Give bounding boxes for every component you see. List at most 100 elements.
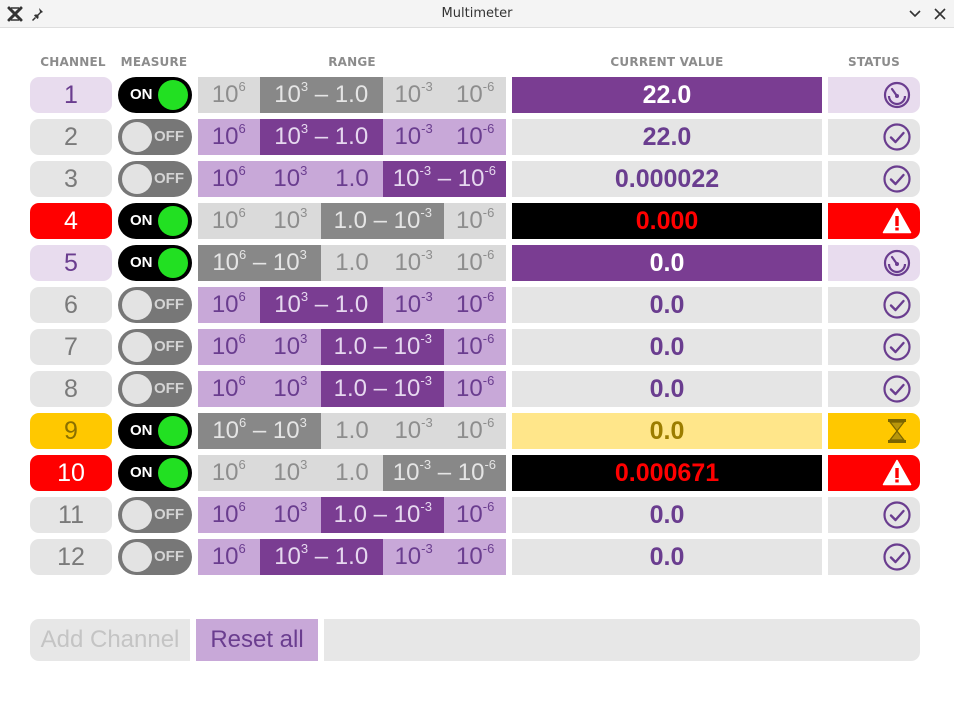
measure-toggle[interactable]: ON [118, 455, 192, 491]
range-option[interactable]: 10-3 [382, 119, 445, 155]
range-option[interactable]: 103 [259, 371, 322, 407]
status-badge [828, 119, 920, 155]
range-option[interactable]: 10-6 [444, 245, 506, 281]
range-option[interactable]: 10-6 [444, 287, 506, 323]
range-option[interactable]: 10-6 [444, 329, 506, 365]
range-option[interactable]: 106 [198, 161, 260, 197]
range-selected[interactable]: 1.0 – 10-3 [321, 329, 445, 365]
current-value: 0.0 [512, 245, 822, 281]
toggle-knob [122, 290, 152, 320]
range-selected[interactable]: 1.0 – 10-3 [321, 371, 445, 407]
range-option[interactable]: 106 [198, 77, 260, 113]
range-selected[interactable]: 1.0 – 10-3 [321, 203, 445, 239]
range-option[interactable]: 10-3 [382, 245, 445, 281]
range-option[interactable]: 106 [198, 455, 260, 491]
measure-toggle[interactable]: OFF [118, 371, 192, 407]
measure-toggle[interactable]: ON [118, 413, 192, 449]
measure-toggle[interactable]: OFF [118, 161, 192, 197]
channel-label: 1 [30, 77, 112, 113]
measure-toggle[interactable]: OFF [118, 329, 192, 365]
range-option[interactable]: 106 [198, 119, 260, 155]
pin-icon[interactable] [31, 4, 45, 24]
toggle-label: OFF [154, 548, 184, 565]
toggle-knob [122, 332, 152, 362]
range-option[interactable]: 10-6 [444, 413, 506, 449]
range-option[interactable]: 10-3 [382, 413, 445, 449]
toggle-label: ON [130, 212, 153, 229]
range-option[interactable]: 103 [259, 455, 322, 491]
range-option[interactable]: 103 [259, 329, 322, 365]
measure-toggle[interactable]: ON [118, 203, 192, 239]
toggle-knob [158, 416, 188, 446]
window-title: Multimeter [441, 6, 513, 21]
range-selected[interactable]: 106 – 103 [198, 413, 322, 449]
range-option[interactable]: 10-6 [444, 77, 506, 113]
toggle-label: ON [130, 464, 153, 481]
measure-toggle[interactable]: OFF [118, 287, 192, 323]
range-selected[interactable]: 1.0 – 10-3 [321, 497, 445, 533]
range-selected[interactable]: 10-3 – 10-6 [382, 455, 506, 491]
status-badge [828, 329, 920, 365]
measure-toggle[interactable]: ON [118, 77, 192, 113]
gauge-icon [883, 249, 911, 277]
current-value: 0.0 [512, 539, 822, 575]
reset-all-button[interactable]: Reset all [196, 619, 318, 661]
range-option[interactable]: 103 [259, 203, 322, 239]
range-option[interactable]: 106 [198, 287, 260, 323]
range-selected[interactable]: 103 – 1.0 [259, 287, 383, 323]
range-option[interactable]: 10-6 [444, 371, 506, 407]
range-selected[interactable]: 103 – 1.0 [259, 77, 383, 113]
range-option[interactable]: 103 [259, 497, 322, 533]
toggle-knob [158, 80, 188, 110]
check-circle-icon [883, 333, 911, 361]
status-badge [828, 245, 920, 281]
range-selected[interactable]: 103 – 1.0 [259, 119, 383, 155]
range-option[interactable]: 10-3 [382, 77, 445, 113]
status-badge [828, 287, 920, 323]
range-option[interactable]: 10-6 [444, 539, 506, 575]
channel-label: 10 [30, 455, 112, 491]
warning-icon [882, 207, 912, 234]
range-option[interactable]: 106 [198, 539, 260, 575]
add-channel-button[interactable]: Add Channel [30, 619, 190, 661]
range-option[interactable]: 106 [198, 203, 260, 239]
range-option[interactable]: 10-3 [382, 539, 445, 575]
range-option[interactable]: 10-6 [444, 119, 506, 155]
range-option[interactable]: 106 [198, 497, 260, 533]
check-circle-icon [883, 291, 911, 319]
measure-toggle[interactable]: OFF [118, 497, 192, 533]
range-selected[interactable]: 10-3 – 10-6 [382, 161, 506, 197]
check-circle-icon [883, 543, 911, 571]
toggle-knob [122, 500, 152, 530]
toggle-label: OFF [154, 296, 184, 313]
toggle-label: OFF [154, 506, 184, 523]
range-option[interactable]: 1.0 [321, 161, 383, 197]
toggle-label: ON [130, 254, 153, 271]
check-circle-icon [883, 501, 911, 529]
range-option[interactable]: 106 [198, 371, 260, 407]
measure-toggle[interactable]: OFF [118, 539, 192, 575]
current-value: 22.0 [512, 119, 822, 155]
ctrlx-icon [7, 6, 23, 22]
range-selected[interactable]: 106 – 103 [198, 245, 322, 281]
channel-label: 7 [30, 329, 112, 365]
range-selected[interactable]: 103 – 1.0 [259, 539, 383, 575]
toggle-knob [158, 458, 188, 488]
range-option[interactable]: 106 [198, 329, 260, 365]
close-icon[interactable] [933, 4, 947, 24]
range-option[interactable]: 10-3 [382, 287, 445, 323]
toggle-knob [122, 164, 152, 194]
chevron-down-icon[interactable] [908, 4, 922, 24]
header-status: STATUS [847, 55, 901, 69]
range-option[interactable]: 10-6 [444, 497, 506, 533]
table-row: 10 ON 106 103 1.0 10-3 – 10-6 0.000671 [0, 455, 954, 491]
channel-label: 5 [30, 245, 112, 281]
range-option[interactable]: 1.0 [321, 245, 383, 281]
header-current-value: CURRENT VALUE [610, 55, 724, 69]
range-option[interactable]: 103 [259, 161, 322, 197]
range-option[interactable]: 1.0 [321, 455, 383, 491]
range-option[interactable]: 10-6 [444, 203, 506, 239]
range-option[interactable]: 1.0 [321, 413, 383, 449]
measure-toggle[interactable]: ON [118, 245, 192, 281]
measure-toggle[interactable]: OFF [118, 119, 192, 155]
